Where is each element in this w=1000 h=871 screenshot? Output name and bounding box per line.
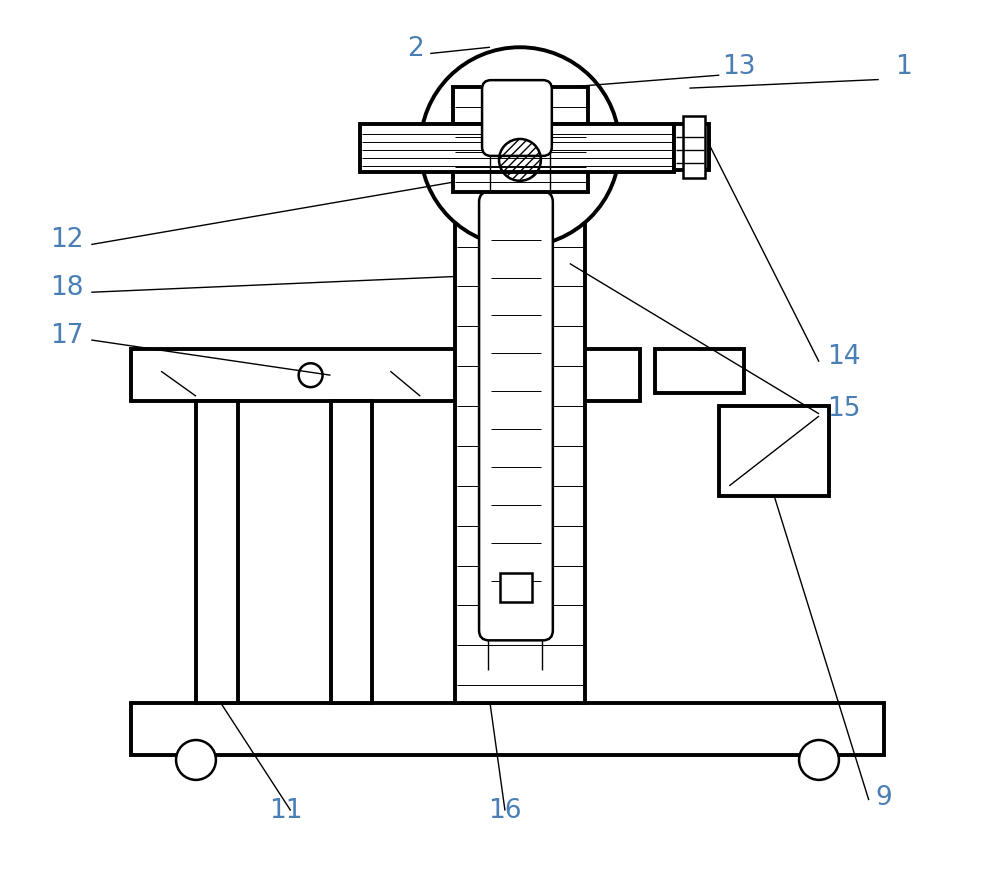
Text: 11: 11 — [269, 798, 302, 824]
Text: 2: 2 — [407, 36, 424, 62]
Bar — [360, 124, 674, 172]
Bar — [719, 406, 829, 496]
Bar — [674, 124, 709, 170]
Circle shape — [299, 363, 323, 387]
FancyBboxPatch shape — [482, 80, 552, 156]
Text: 16: 16 — [488, 798, 522, 824]
Bar — [331, 402, 372, 703]
Bar — [455, 110, 585, 703]
FancyBboxPatch shape — [479, 192, 553, 640]
Circle shape — [420, 47, 620, 246]
Text: 1: 1 — [895, 53, 912, 79]
Text: 13: 13 — [722, 53, 756, 79]
Bar — [131, 703, 884, 755]
Bar — [655, 349, 744, 393]
Text: 18: 18 — [50, 275, 83, 300]
Bar — [683, 116, 705, 178]
Text: 17: 17 — [50, 322, 83, 348]
Text: 9: 9 — [875, 786, 892, 812]
Bar — [453, 87, 588, 192]
Bar — [500, 572, 532, 603]
Bar — [196, 402, 238, 703]
Text: 14: 14 — [827, 344, 861, 370]
Text: 12: 12 — [50, 227, 83, 253]
Text: 15: 15 — [827, 396, 861, 422]
Circle shape — [176, 740, 216, 780]
Bar — [131, 349, 640, 402]
Circle shape — [799, 740, 839, 780]
